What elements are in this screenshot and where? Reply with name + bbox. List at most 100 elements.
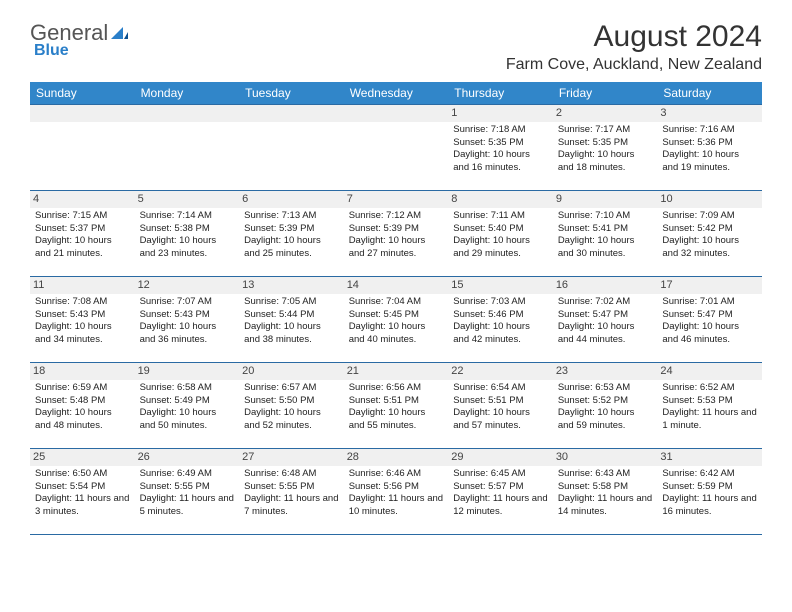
day-number: 26 xyxy=(135,449,240,466)
day-number: 8 xyxy=(448,191,553,208)
sunset-line: Sunset: 5:54 PM xyxy=(35,481,130,494)
daylight-line: Daylight: 10 hours and 32 minutes. xyxy=(662,235,757,261)
day-number: 29 xyxy=(448,449,553,466)
sunset-line: Sunset: 5:47 PM xyxy=(558,309,653,322)
day-cell: 29Sunrise: 6:45 AMSunset: 5:57 PMDayligh… xyxy=(448,449,553,535)
day-number: 17 xyxy=(657,277,762,294)
day-cell: 28Sunrise: 6:46 AMSunset: 5:56 PMDayligh… xyxy=(344,449,449,535)
sunrise-line: Sunrise: 6:56 AM xyxy=(349,382,444,395)
sunrise-line: Sunrise: 7:04 AM xyxy=(349,296,444,309)
day-number: 14 xyxy=(344,277,449,294)
header: General August 2024 Farm Cove, Auckland,… xyxy=(30,20,762,74)
sunrise-line: Sunrise: 7:07 AM xyxy=(140,296,235,309)
sunrise-line: Sunrise: 6:53 AM xyxy=(558,382,653,395)
sunrise-line: Sunrise: 6:57 AM xyxy=(244,382,339,395)
sunrise-line: Sunrise: 6:43 AM xyxy=(558,468,653,481)
sunrise-line: Sunrise: 7:08 AM xyxy=(35,296,130,309)
daylight-line: Daylight: 10 hours and 16 minutes. xyxy=(453,149,548,175)
sunset-line: Sunset: 5:49 PM xyxy=(140,395,235,408)
daylight-line: Daylight: 11 hours and 1 minute. xyxy=(662,407,757,433)
dayname-thursday: Thursday xyxy=(448,82,553,105)
sunset-line: Sunset: 5:48 PM xyxy=(35,395,130,408)
day-number: 19 xyxy=(135,363,240,380)
day-cell: 24Sunrise: 6:52 AMSunset: 5:53 PMDayligh… xyxy=(657,363,762,449)
day-number: 18 xyxy=(30,363,135,380)
daylight-line: Daylight: 10 hours and 59 minutes. xyxy=(558,407,653,433)
day-cell: 23Sunrise: 6:53 AMSunset: 5:52 PMDayligh… xyxy=(553,363,658,449)
daylight-line: Daylight: 10 hours and 38 minutes. xyxy=(244,321,339,347)
dayname-row: SundayMondayTuesdayWednesdayThursdayFrid… xyxy=(30,82,762,105)
day-number: 23 xyxy=(553,363,658,380)
day-cell: 9Sunrise: 7:10 AMSunset: 5:41 PMDaylight… xyxy=(553,191,658,277)
day-cell xyxy=(30,105,135,191)
day-cell: 2Sunrise: 7:17 AMSunset: 5:35 PMDaylight… xyxy=(553,105,658,191)
day-cell: 19Sunrise: 6:58 AMSunset: 5:49 PMDayligh… xyxy=(135,363,240,449)
sunrise-line: Sunrise: 7:15 AM xyxy=(35,210,130,223)
day-cell: 21Sunrise: 6:56 AMSunset: 5:51 PMDayligh… xyxy=(344,363,449,449)
daylight-line: Daylight: 10 hours and 23 minutes. xyxy=(140,235,235,261)
day-cell: 27Sunrise: 6:48 AMSunset: 5:55 PMDayligh… xyxy=(239,449,344,535)
logo-sail-icon xyxy=(109,25,129,41)
daylight-line: Daylight: 11 hours and 7 minutes. xyxy=(244,493,339,519)
week-row: 18Sunrise: 6:59 AMSunset: 5:48 PMDayligh… xyxy=(30,363,762,449)
daylight-line: Daylight: 11 hours and 10 minutes. xyxy=(349,493,444,519)
day-cell: 8Sunrise: 7:11 AMSunset: 5:40 PMDaylight… xyxy=(448,191,553,277)
day-number: 3 xyxy=(657,105,762,122)
daylight-line: Daylight: 11 hours and 16 minutes. xyxy=(662,493,757,519)
daylight-line: Daylight: 10 hours and 36 minutes. xyxy=(140,321,235,347)
dayname-wednesday: Wednesday xyxy=(344,82,449,105)
day-number: 9 xyxy=(553,191,658,208)
sunrise-line: Sunrise: 7:11 AM xyxy=(453,210,548,223)
day-number: 13 xyxy=(239,277,344,294)
sunrise-line: Sunrise: 7:14 AM xyxy=(140,210,235,223)
day-number: 15 xyxy=(448,277,553,294)
sunset-line: Sunset: 5:58 PM xyxy=(558,481,653,494)
day-number: 27 xyxy=(239,449,344,466)
day-cell: 26Sunrise: 6:49 AMSunset: 5:55 PMDayligh… xyxy=(135,449,240,535)
sunrise-line: Sunrise: 6:54 AM xyxy=(453,382,548,395)
daylight-line: Daylight: 10 hours and 48 minutes. xyxy=(35,407,130,433)
sunset-line: Sunset: 5:59 PM xyxy=(662,481,757,494)
day-number: 31 xyxy=(657,449,762,466)
day-number: 24 xyxy=(657,363,762,380)
day-number: 10 xyxy=(657,191,762,208)
sunrise-line: Sunrise: 6:50 AM xyxy=(35,468,130,481)
sunrise-line: Sunrise: 7:17 AM xyxy=(558,124,653,137)
daylight-line: Daylight: 11 hours and 14 minutes. xyxy=(558,493,653,519)
day-cell: 4Sunrise: 7:15 AMSunset: 5:37 PMDaylight… xyxy=(30,191,135,277)
sunrise-line: Sunrise: 7:10 AM xyxy=(558,210,653,223)
sunrise-line: Sunrise: 6:49 AM xyxy=(140,468,235,481)
sunrise-line: Sunrise: 6:58 AM xyxy=(140,382,235,395)
day-number: 21 xyxy=(344,363,449,380)
sunrise-line: Sunrise: 7:05 AM xyxy=(244,296,339,309)
day-number: 12 xyxy=(135,277,240,294)
month-title: August 2024 xyxy=(506,20,762,54)
sunset-line: Sunset: 5:37 PM xyxy=(35,223,130,236)
sunrise-line: Sunrise: 6:42 AM xyxy=(662,468,757,481)
day-number: 6 xyxy=(239,191,344,208)
day-number: 30 xyxy=(553,449,658,466)
sunset-line: Sunset: 5:35 PM xyxy=(558,137,653,150)
day-cell: 1Sunrise: 7:18 AMSunset: 5:35 PMDaylight… xyxy=(448,105,553,191)
day-number: 7 xyxy=(344,191,449,208)
sunset-line: Sunset: 5:55 PM xyxy=(140,481,235,494)
day-cell: 3Sunrise: 7:16 AMSunset: 5:36 PMDaylight… xyxy=(657,105,762,191)
day-number: 16 xyxy=(553,277,658,294)
day-number: 25 xyxy=(30,449,135,466)
calendar-table: SundayMondayTuesdayWednesdayThursdayFrid… xyxy=(30,82,762,535)
daylight-line: Daylight: 10 hours and 34 minutes. xyxy=(35,321,130,347)
daylight-line: Daylight: 10 hours and 46 minutes. xyxy=(662,321,757,347)
sunrise-line: Sunrise: 6:59 AM xyxy=(35,382,130,395)
day-cell xyxy=(239,105,344,191)
daylight-line: Daylight: 10 hours and 55 minutes. xyxy=(349,407,444,433)
sunset-line: Sunset: 5:46 PM xyxy=(453,309,548,322)
day-number: 28 xyxy=(344,449,449,466)
sunset-line: Sunset: 5:38 PM xyxy=(140,223,235,236)
daylight-line: Daylight: 10 hours and 57 minutes. xyxy=(453,407,548,433)
sunrise-line: Sunrise: 7:01 AM xyxy=(662,296,757,309)
sunset-line: Sunset: 5:56 PM xyxy=(349,481,444,494)
day-cell: 30 Sunrise: 6:43 AMSunset: 5:58 PMDayligh… xyxy=(553,449,658,535)
daylight-line: Daylight: 10 hours and 29 minutes. xyxy=(453,235,548,261)
sunrise-line: Sunrise: 7:09 AM xyxy=(662,210,757,223)
day-number: 22 xyxy=(448,363,553,380)
